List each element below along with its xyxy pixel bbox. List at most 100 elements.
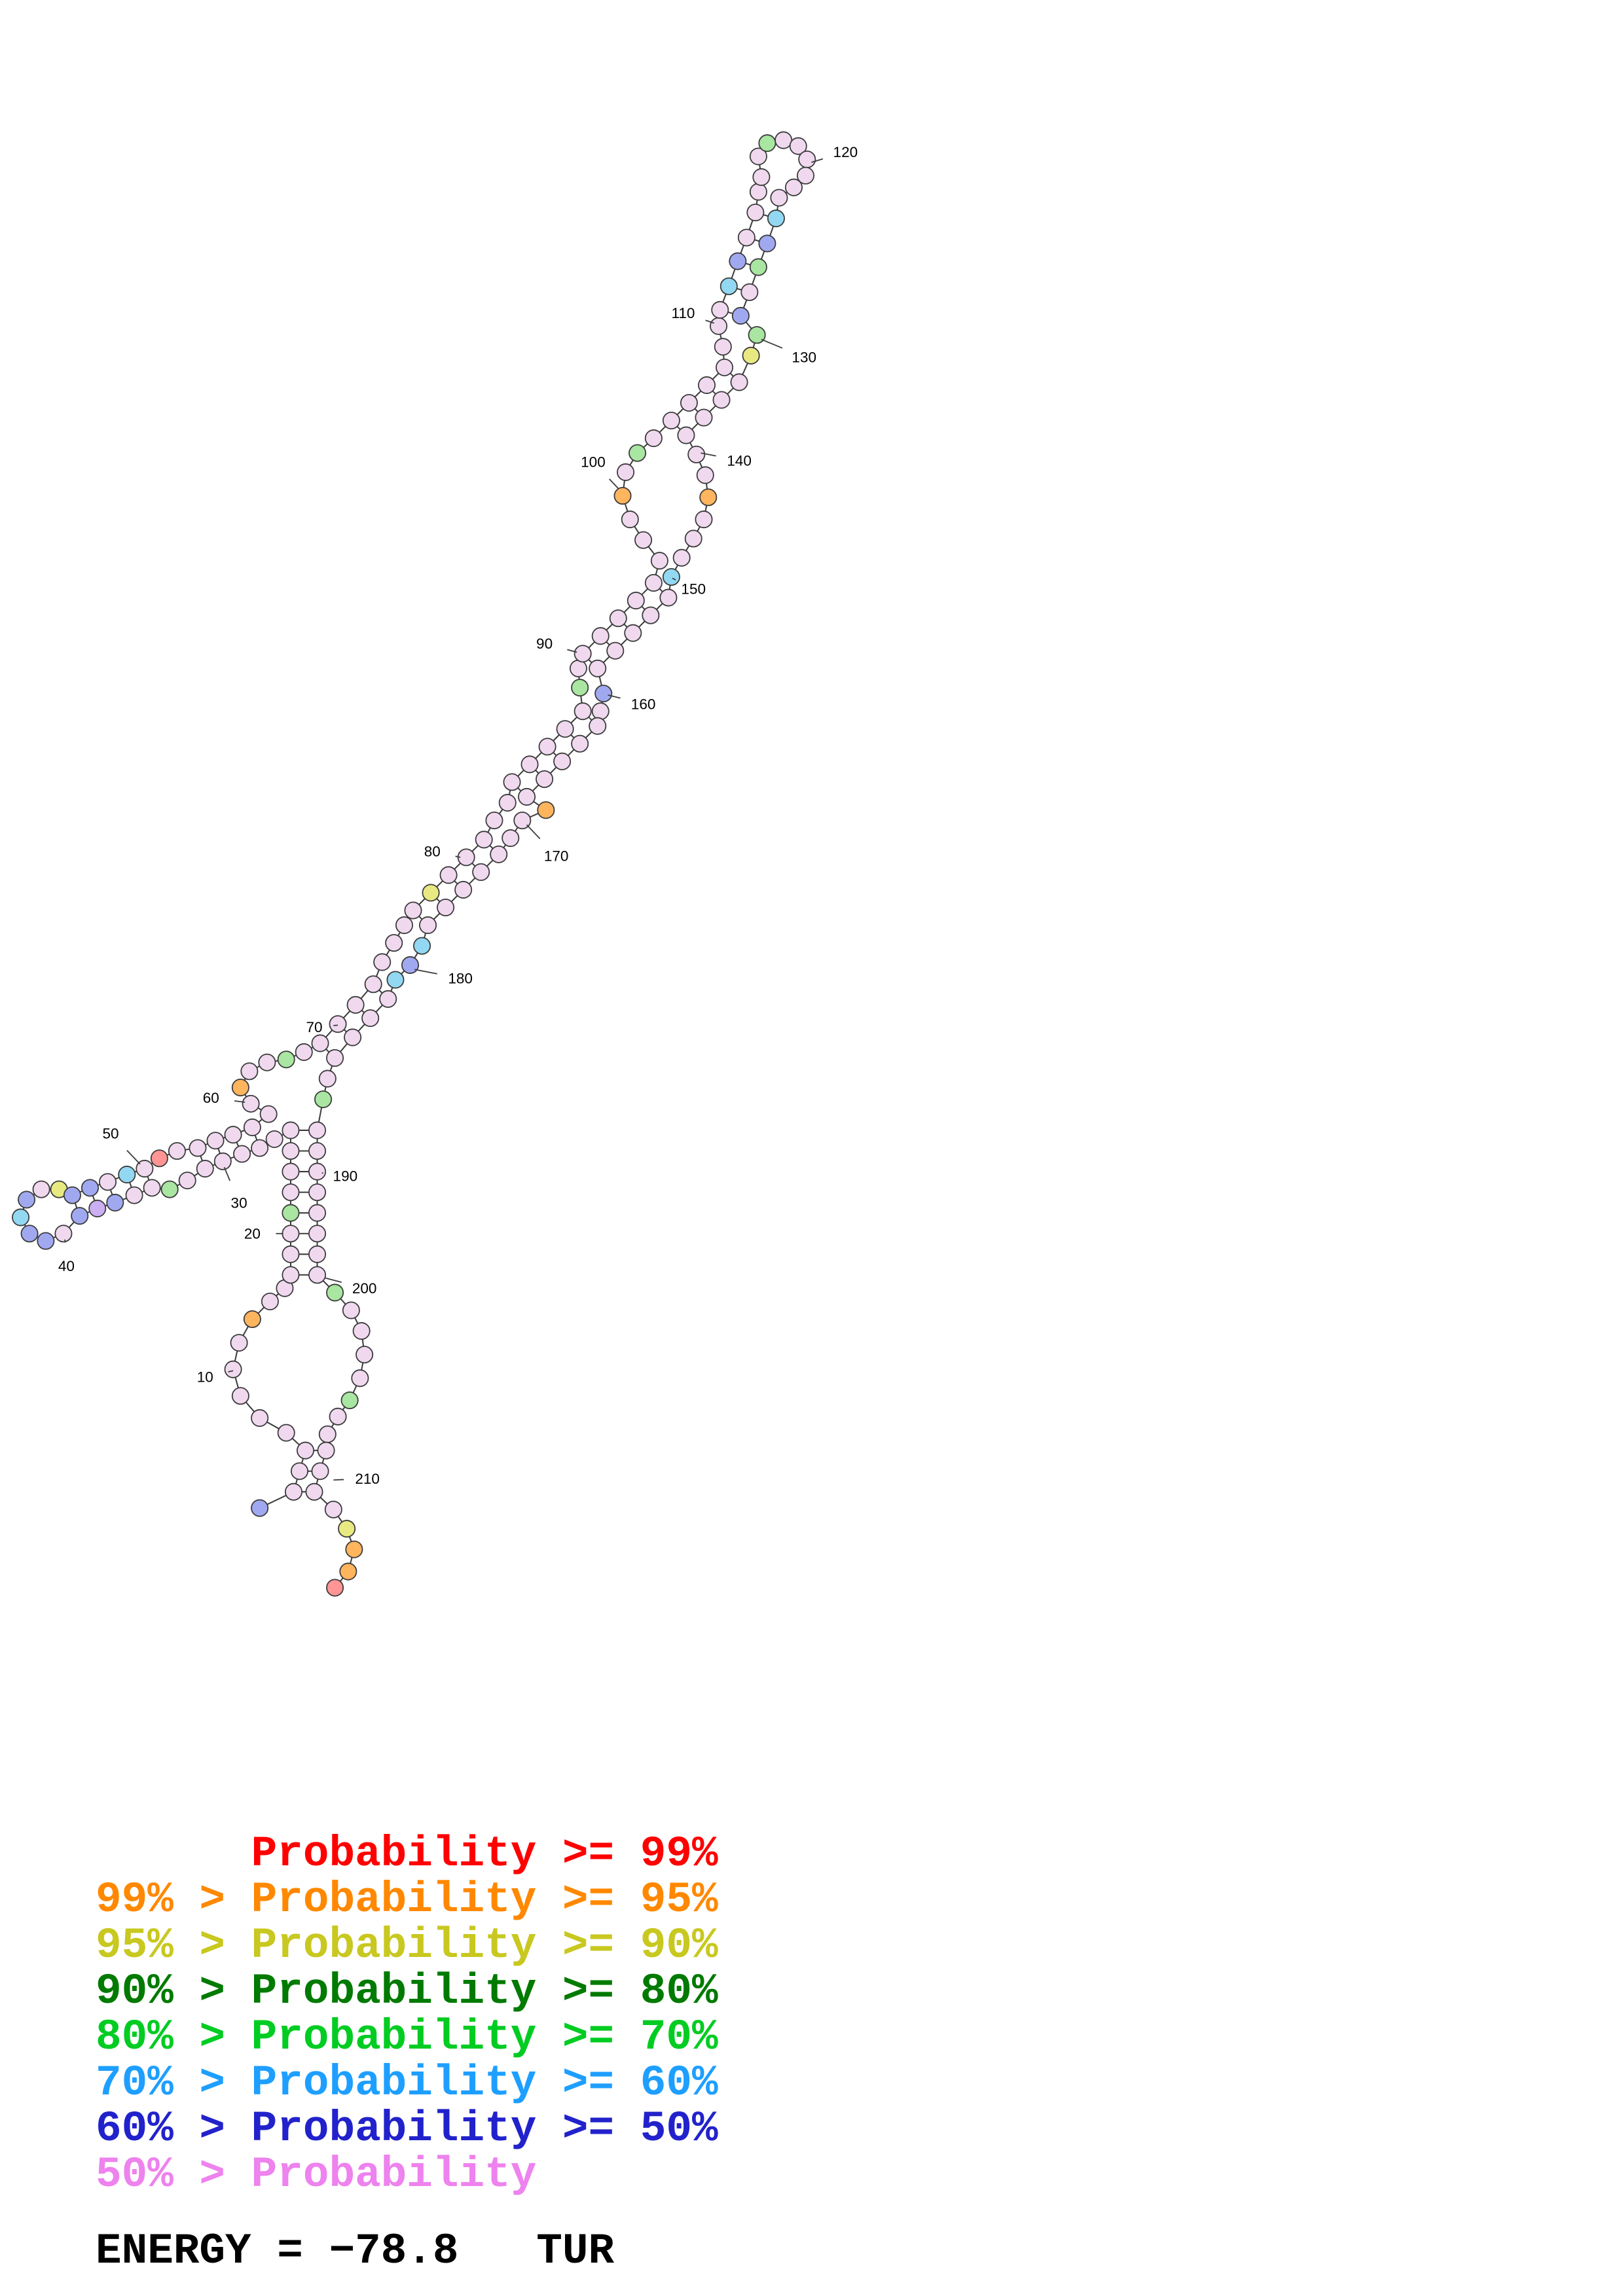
nucleotide [311,1462,329,1480]
nucleotide [63,1186,81,1204]
nucleotide [71,1207,89,1225]
nucleotide [386,971,405,989]
nucleotide [775,131,793,149]
nucleotide [32,1180,50,1198]
nucleotide [150,1149,168,1168]
nucleotide [277,1050,295,1069]
nucleotide [749,183,767,201]
nucleotide [696,466,714,484]
nucleotide [224,1126,242,1144]
nucleotide [574,645,592,663]
nucleotide [233,1145,251,1163]
nucleotide [490,845,508,863]
nucleotide [437,898,455,917]
position-label: 120 [833,144,858,160]
nucleotide [295,1043,313,1061]
nucleotide [699,488,718,507]
nucleotide [413,937,431,955]
position-label: 10 [197,1369,213,1385]
nucleotide [12,1208,30,1227]
position-label: 170 [544,848,569,864]
nucleotide [536,770,554,788]
nucleotide [758,234,776,253]
nucleotide [784,178,803,196]
position-label: 150 [681,581,706,597]
nucleotide [206,1132,225,1150]
nucleotide [513,811,532,830]
nucleotide [472,863,490,881]
nucleotide [324,1500,342,1518]
nucleotide [345,1540,363,1558]
nucleotide [352,1322,371,1340]
nucleotide [746,204,765,222]
position-label: 110 [671,305,695,321]
nucleotide [475,831,493,849]
nucleotide [290,1462,309,1480]
nucleotide [230,1334,248,1352]
nucleotide [311,1034,329,1052]
legend-item: 50% > Probability [96,2150,537,2199]
nucleotide [556,720,574,738]
nucleotide [730,373,748,391]
nucleotide [503,773,521,791]
nucleotide [338,1520,356,1538]
nucleotide [98,1173,117,1191]
position-label-tick [526,824,541,840]
nucleotide [308,1245,327,1263]
nucleotide [305,1482,323,1501]
nucleotide [716,358,734,376]
legend: Probability >= 99% 99% > Probability >= 9… [96,1831,718,2198]
nucleotide [308,1183,327,1202]
legend-item: 90% > Probability >= 80% [96,1967,718,2016]
nucleotide [758,134,776,152]
nucleotide [659,588,678,607]
nucleotide [231,1387,249,1405]
nucleotide [672,548,691,567]
nucleotide [277,1424,295,1442]
nucleotide [118,1166,136,1184]
nucleotide [344,1028,362,1047]
nucleotide [789,137,807,155]
nucleotide [662,567,680,586]
nucleotide [265,1130,283,1149]
position-label-tick [608,694,621,699]
nucleotide [213,1152,232,1170]
nucleotide [168,1141,186,1160]
nucleotide [520,755,539,774]
nucleotide [574,702,592,721]
nucleotide [606,641,625,660]
nucleotide [346,996,365,1014]
nucleotide [326,1283,344,1302]
nucleotide [591,702,610,721]
nucleotide [749,147,767,166]
nucleotide [457,848,475,867]
nucleotide [282,1204,300,1222]
nucleotide [282,1245,300,1263]
nucleotide [261,1292,279,1310]
nucleotide [314,1090,333,1109]
nucleotide [329,1015,347,1033]
nucleotide [796,166,815,185]
legend-item: Probability >= 99% [96,1829,718,1878]
nucleotide [401,956,420,974]
position-label: 210 [355,1471,380,1487]
nucleotide [251,1139,269,1157]
nucleotide [621,511,639,529]
nucleotide [282,1141,300,1160]
nucleotide [589,717,607,735]
nucleotide [591,627,610,645]
nucleotide [594,685,613,703]
nucleotide [714,338,732,356]
legend-item: 70% > Probability >= 60% [96,2058,718,2108]
nucleotide [798,150,816,169]
nucleotide [189,1139,207,1157]
nucleotide [282,1225,300,1243]
nucleotide [308,1204,327,1222]
nucleotide [677,426,695,444]
nucleotide [342,1301,360,1319]
position-label-tick [672,577,676,581]
position-label: 140 [727,452,752,469]
nucleotide [767,209,785,228]
position-label: 90 [536,636,553,652]
nucleotide [259,1105,278,1123]
